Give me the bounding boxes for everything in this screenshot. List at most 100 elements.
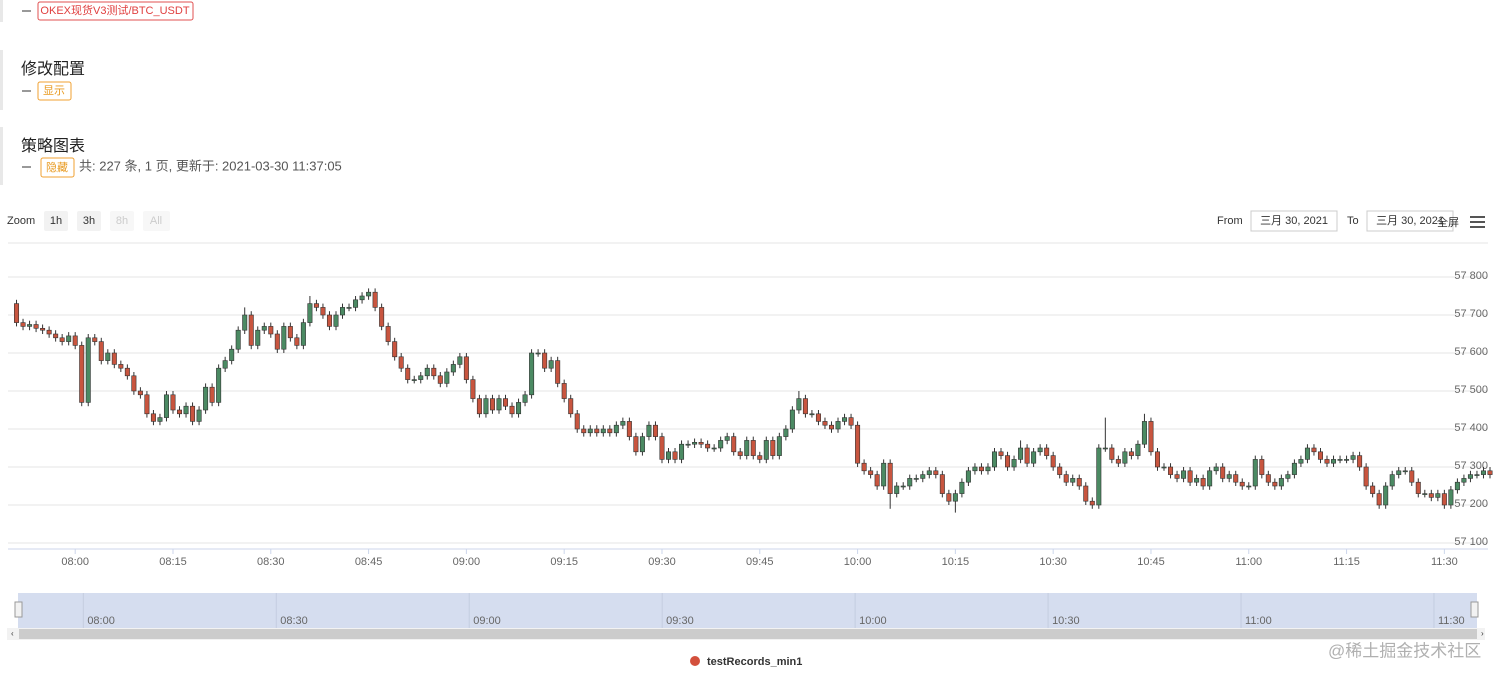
menu-bar (1470, 216, 1485, 218)
exchange-tag[interactable] (37, 1, 194, 21)
candle-body (1031, 451, 1037, 464)
navigator-tick-label: 11:30 (1438, 615, 1465, 627)
candle-body (222, 360, 228, 369)
candle-body (229, 348, 235, 361)
x-tick-label: 08:15 (159, 556, 187, 568)
section-bar (0, 0, 3, 22)
candle-body (613, 424, 619, 434)
candle-body (672, 451, 678, 460)
candle-body (209, 386, 215, 403)
candle-body (274, 333, 280, 350)
x-tick-label: 08:45 (355, 556, 383, 568)
y-tick-label: 57 800 (1454, 270, 1488, 282)
candle-body (685, 443, 691, 446)
zoom-button-text: 1h (50, 215, 62, 227)
candle-body (463, 356, 469, 380)
candle-body (679, 443, 685, 460)
scroll-right[interactable]: › (1481, 629, 1484, 638)
candle-body (835, 421, 841, 430)
exchange-tag-text: OKEX现货V3测试/BTC_USDT (40, 3, 189, 17)
show-button[interactable] (37, 81, 72, 101)
scroll-left[interactable]: ‹ (11, 629, 14, 638)
candle-body (724, 436, 730, 441)
candle-body (639, 436, 645, 453)
candle-body (907, 478, 913, 487)
candle-body (242, 314, 248, 331)
candle-body (731, 436, 737, 453)
candle-body (72, 335, 78, 346)
x-tick-label: 08:30 (257, 556, 285, 568)
candle-body (496, 398, 502, 411)
navigator-tick-label: 11:00 (1245, 615, 1272, 627)
candle-body (1057, 466, 1063, 475)
candle-body (1435, 493, 1441, 498)
candle-body (555, 360, 561, 384)
candle-body (1324, 459, 1330, 464)
navigator-handle[interactable] (14, 601, 23, 618)
candle-body (483, 398, 489, 415)
candle-body (926, 470, 932, 475)
navigator-handle[interactable] (1470, 601, 1479, 618)
hide-button[interactable] (40, 157, 75, 178)
candle-body (1200, 478, 1206, 487)
candle-body (366, 291, 372, 297)
candle-body (444, 371, 450, 384)
candle-body (1096, 447, 1102, 506)
candle-body (776, 436, 782, 456)
candle-body (1220, 466, 1226, 479)
candle-body (1265, 474, 1271, 483)
candle-body (1448, 489, 1454, 506)
zoom-button-text: 8h (116, 215, 128, 227)
navigator-tick-label: 09:00 (473, 615, 501, 627)
legend-label[interactable]: testRecords_min1 (707, 656, 802, 668)
from-date: 三月 30, 2021 (1260, 215, 1328, 227)
x-tick-label: 11:00 (1235, 556, 1262, 568)
candle-body (1396, 470, 1402, 475)
candle-body (1428, 493, 1434, 498)
candle-body (1389, 474, 1395, 487)
y-tick-label: 57 700 (1454, 308, 1488, 320)
candle-body (1350, 455, 1356, 460)
candle-body (561, 383, 567, 399)
candle-body (150, 413, 156, 422)
from-date-input[interactable] (1250, 210, 1338, 232)
scrollbar-thumb[interactable] (19, 629, 1477, 639)
candle-body (163, 394, 169, 418)
candle-body (920, 474, 926, 479)
candle-body (652, 424, 658, 437)
zoom-button[interactable] (44, 211, 68, 231)
candle-body (1154, 451, 1160, 468)
to-date-input[interactable] (1366, 210, 1454, 232)
candle-body (809, 413, 815, 416)
menu-button[interactable] (1470, 216, 1485, 228)
candle-body (1317, 451, 1323, 460)
candle-body (398, 356, 404, 369)
candle-body (933, 470, 939, 475)
navigator-mask[interactable] (18, 593, 1477, 628)
candle-body (998, 451, 1004, 456)
zoom-button-text: All (150, 215, 162, 227)
legend-symbol[interactable] (690, 656, 700, 666)
candle-body (946, 493, 952, 502)
candle-body (20, 322, 26, 327)
candle-body (1474, 474, 1480, 476)
candle-body (287, 326, 293, 339)
candle-body (542, 352, 548, 369)
candle-body (85, 337, 91, 403)
candle-body (170, 394, 176, 411)
x-tick-label: 10:30 (1039, 556, 1067, 568)
candle-body (1226, 474, 1232, 479)
x-tick-label: 09:30 (648, 556, 676, 568)
candle-body (842, 417, 848, 422)
fullscreen-button[interactable]: 全屏 (1437, 215, 1459, 229)
zoom-button[interactable] (77, 211, 101, 231)
candle-body (59, 337, 65, 342)
records-info: 共: 227 条, 1 页, 更新于: 2021-03-30 11:37:05 (79, 158, 342, 173)
x-tick-label: 11:30 (1431, 556, 1458, 568)
candle-body (802, 398, 808, 415)
candle-body (1337, 459, 1343, 461)
candle-body (124, 367, 130, 377)
candle-body (1148, 421, 1154, 453)
x-tick-label: 09:45 (746, 556, 774, 568)
